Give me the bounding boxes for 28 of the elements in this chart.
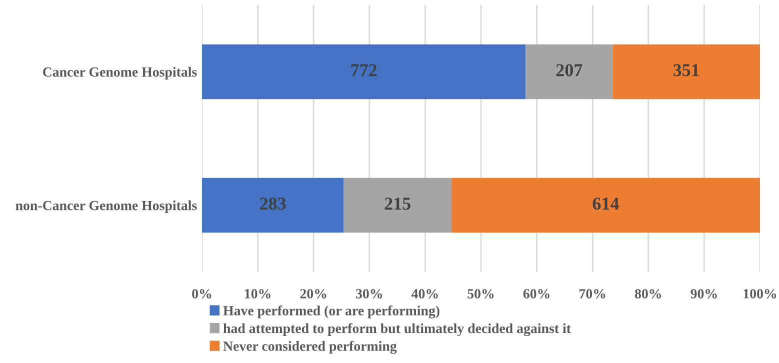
x-tick-label: 60% xyxy=(523,289,550,298)
legend-label: Have performed (or are performing) xyxy=(223,306,440,318)
bar xyxy=(344,178,452,233)
x-tick-label: 0% xyxy=(192,289,212,298)
x-tick-label: 30% xyxy=(356,289,382,298)
x-tick-label: 100% xyxy=(744,289,776,298)
annotation: 207 xyxy=(556,64,582,76)
legend-label: had attempted to perform but ultimately decided against it xyxy=(223,323,571,336)
annotation: 772 xyxy=(351,64,377,76)
x-tick-label: 50% xyxy=(468,289,494,298)
bar xyxy=(202,44,526,100)
x-tick-label: 70% xyxy=(580,289,606,298)
x-tick-label: 80% xyxy=(634,289,661,298)
bar xyxy=(612,44,760,100)
annotation: 614 xyxy=(592,198,619,210)
y-tick-label: Cancer Genome Hospitals xyxy=(42,66,197,80)
legend-label: Never considered performing xyxy=(223,340,397,354)
annotation: 351 xyxy=(673,64,699,76)
y-tick-label: non-Cancer Genome Hospitals xyxy=(16,200,197,214)
x-tick-label: 10% xyxy=(245,289,270,298)
bar xyxy=(451,178,760,233)
bar xyxy=(202,178,344,233)
x-tick-label: 20% xyxy=(300,289,326,298)
x-tick-label: 40% xyxy=(412,289,438,298)
bar xyxy=(526,44,613,100)
annotation: 215 xyxy=(384,198,410,210)
annotation: 283 xyxy=(260,198,286,210)
x-tick-label: 90% xyxy=(690,289,717,298)
